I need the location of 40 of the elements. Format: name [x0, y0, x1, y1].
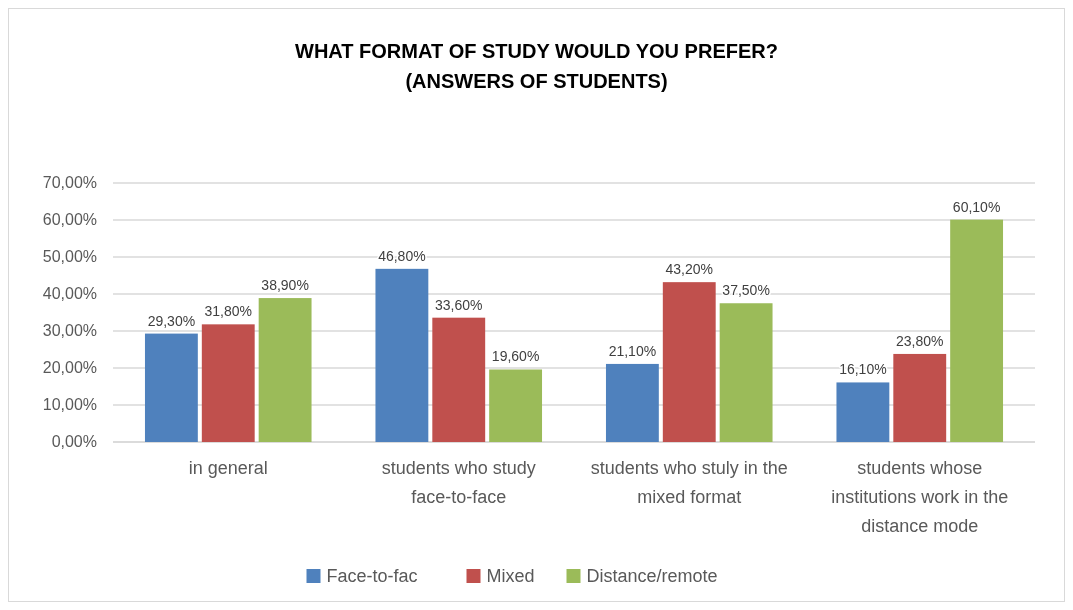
x-tick-label: students whose institutions work in the distance mode — [831, 458, 1009, 536]
legend-label: Mixed — [486, 566, 535, 586]
y-tick-label: 70,00% — [42, 174, 97, 191]
bar — [375, 268, 429, 442]
x-tick-label: in general — [188, 458, 268, 478]
data-label: 29,30% — [147, 312, 196, 329]
y-tick-label: 30,00% — [42, 322, 97, 339]
bar — [144, 333, 198, 442]
data-label: 16,10% — [839, 361, 887, 378]
x-tick-label: students who study face-to-face — [381, 458, 536, 507]
legend-label: Face-to-fac — [326, 566, 418, 586]
legend-label: Distance/remote — [586, 566, 718, 586]
bar — [605, 363, 659, 442]
y-tick-label: 20,00% — [42, 359, 97, 376]
y-tick-label: 0,00% — [51, 433, 97, 450]
bar — [432, 317, 486, 442]
bar — [836, 382, 890, 442]
y-tick-label: 60,00% — [42, 211, 97, 228]
data-label: 43,20% — [665, 261, 713, 278]
chart-title: WHAT FORMAT OF STUDY WOULD YOU PREFER? (ANSWERS OF STUDENTS) — [295, 40, 778, 92]
y-tick-label: 10,00% — [42, 396, 97, 413]
x-tick-label: students who stuly in the mixed format — [590, 458, 788, 507]
data-label: 46,80% — [378, 247, 426, 264]
bar — [893, 353, 947, 442]
data-label: 19,60% — [491, 348, 540, 365]
data-label: 60,10% — [952, 198, 1001, 215]
bar — [719, 303, 773, 442]
data-label: 23,80% — [896, 332, 944, 349]
data-label: 21,10% — [608, 342, 657, 359]
bar — [950, 219, 1004, 442]
data-label: 31,80% — [204, 303, 252, 320]
y-tick-label: 40,00% — [42, 285, 97, 302]
data-label: 37,50% — [722, 282, 770, 299]
y-tick-label: 50,00% — [42, 248, 97, 265]
data-label: 38,90% — [261, 277, 309, 294]
bar — [201, 324, 255, 442]
bar — [662, 282, 716, 442]
data-label: 33,60% — [435, 296, 483, 313]
bar — [258, 298, 312, 442]
bar — [489, 369, 543, 442]
